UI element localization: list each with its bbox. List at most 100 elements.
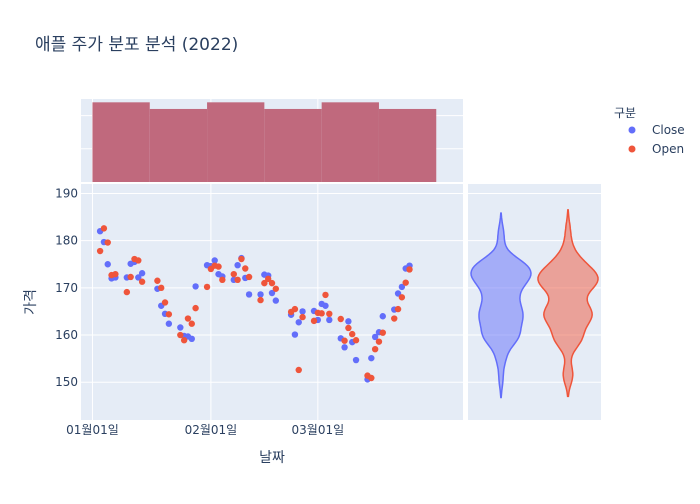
histogram-bar [207,102,265,182]
legend-marker-open [628,145,636,153]
legend-label-close: Close [652,123,685,137]
histogram-bar [378,108,437,182]
point-open [135,257,142,264]
y-tick-label: 190 [55,186,78,200]
histogram-bar [321,102,379,182]
x-tick-label: 02월01일 [185,423,238,437]
point-open [391,315,398,322]
x-axis-title: 날짜 [259,450,285,466]
point-open [264,275,272,283]
point-open [100,225,108,232]
point-open [257,296,264,304]
point-open [203,283,211,291]
point-open [375,338,383,345]
point-close [177,324,184,331]
point-open [180,337,188,344]
point-close [299,308,306,315]
point-open [138,278,146,285]
point-close [272,297,280,304]
histogram-bars [92,102,437,182]
x-tick-label: 03월01일 [292,423,345,437]
point-open [261,279,268,287]
x-tick-labels: 01월01일 02월01일 03월01일 [66,423,344,437]
point-close [245,291,253,298]
scatter-points [96,225,413,383]
legend-item-open[interactable]: Open [628,142,685,156]
legend: 구분 Close Open [614,106,685,156]
chart-title: 애플 주가 분포 분석 (2022) [35,35,238,55]
point-open [154,277,161,284]
point-close [341,344,348,351]
point-open [230,270,237,278]
point-close [211,257,218,264]
point-close [322,302,329,309]
legend-title: 구분 [614,106,636,120]
point-open [219,276,226,284]
point-open [398,294,406,301]
point-open [341,337,348,344]
point-close [268,289,276,297]
point-close [371,333,379,341]
y-tick-labels: 150 160 170 180 190 [55,186,78,389]
point-open [402,279,409,286]
legend-item-close[interactable]: Close [628,123,685,137]
point-open [161,299,169,306]
point-open [123,288,131,296]
point-open [177,331,184,339]
point-open [165,311,173,318]
point-close [234,261,241,269]
point-open [326,310,333,317]
violin-close [470,212,532,399]
point-open [272,285,280,292]
violin-open [537,209,599,398]
point-close [192,283,199,290]
point-open [188,320,195,327]
point-open [322,291,329,299]
point-open [371,346,379,353]
point-open [394,305,402,313]
point-close [345,318,352,325]
point-close [352,356,360,364]
point-close [188,335,195,343]
point-close [291,331,299,338]
point-close [138,270,146,277]
point-close [379,313,386,320]
point-close [257,291,264,298]
y-tick-label: 150 [55,375,78,389]
point-close [398,283,406,291]
point-open [352,337,360,344]
legend-marker-close [628,126,636,134]
point-open [268,279,276,287]
point-open [345,324,352,332]
point-open [184,315,192,322]
point-open [299,313,306,321]
point-open [337,315,344,323]
point-open [379,329,386,336]
y-tick-label: 160 [55,328,78,342]
legend-label-open: Open [652,142,684,156]
plot-background [81,184,463,420]
histogram-bar [264,108,322,182]
point-open [192,304,199,312]
point-close [295,319,302,326]
point-open [127,273,134,281]
point-open [406,266,413,273]
point-open [242,265,249,272]
point-open [215,263,222,270]
point-open [112,270,119,278]
point-open [234,276,241,284]
point-close [368,354,375,362]
point-open [349,330,356,338]
y-axis-title: 가격 [23,289,39,315]
point-open [368,374,375,382]
x-tick-label: 01월01일 [66,423,119,437]
y-tick-label: 180 [55,234,78,248]
point-open [238,255,245,263]
point-open [158,284,165,292]
point-close [326,316,333,324]
y-tick-label: 170 [55,281,78,295]
point-open [291,305,299,313]
point-close [135,274,142,281]
